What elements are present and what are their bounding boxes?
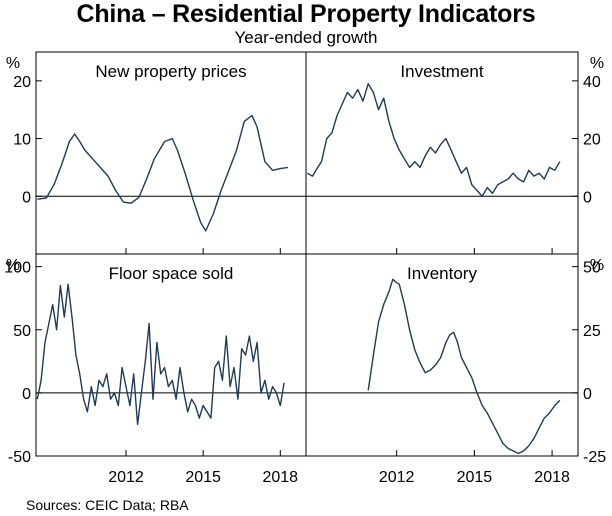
new-property-prices-ytick-label: 20: [13, 74, 31, 91]
xtick-label: 2012: [379, 469, 415, 486]
inventory-ytick-label: 25: [583, 323, 601, 340]
xtick-label: 2018: [534, 469, 570, 486]
investment-series-line: [306, 83, 561, 197]
inventory-series-line: [367, 278, 561, 455]
inventory-ytick-label: 50: [583, 260, 601, 277]
investment-unit-label: %: [590, 55, 604, 72]
floor-space-sold-ytick-label: 100: [4, 260, 31, 277]
floor-space-sold-ytick-label: 50: [13, 323, 31, 340]
chart-title: China – Residential Property Indicators: [76, 0, 536, 28]
inventory-panel-title: Inventory: [407, 264, 477, 283]
investment-ytick-label: 40: [583, 74, 601, 91]
investment-panel-title: Investment: [400, 62, 483, 81]
xtick-label: 2012: [108, 469, 144, 486]
floor-space-sold-unit-label: %: [6, 257, 20, 274]
new-property-prices-series-line: [37, 114, 289, 232]
investment-ytick-label: 20: [583, 132, 601, 149]
investment-ytick-label: 0: [583, 189, 592, 206]
inventory-ytick-label: -25: [583, 449, 606, 466]
xtick-label: 2018: [262, 469, 298, 486]
floor-space-sold-panel-title: Floor space sold: [109, 264, 234, 283]
new-property-prices-ytick-label: 0: [22, 189, 31, 206]
inventory-unit-label: %: [590, 257, 604, 274]
xtick-label: 2015: [457, 469, 493, 486]
floor-space-sold-ytick-label: 0: [22, 386, 31, 403]
new-property-prices-ytick-label: 10: [13, 132, 31, 149]
new-property-prices-panel-title: New property prices: [95, 62, 246, 81]
chart-subtitle: Year-ended growth: [234, 28, 378, 47]
new-property-prices-unit-label: %: [6, 55, 20, 72]
inventory-ytick-label: 0: [583, 386, 592, 403]
floor-space-sold-series-line: [36, 283, 285, 426]
source-note: Sources: CEIC Data; RBA: [26, 497, 189, 513]
xtick-label: 2015: [185, 469, 221, 486]
floor-space-sold-ytick-label: -50: [8, 449, 31, 466]
